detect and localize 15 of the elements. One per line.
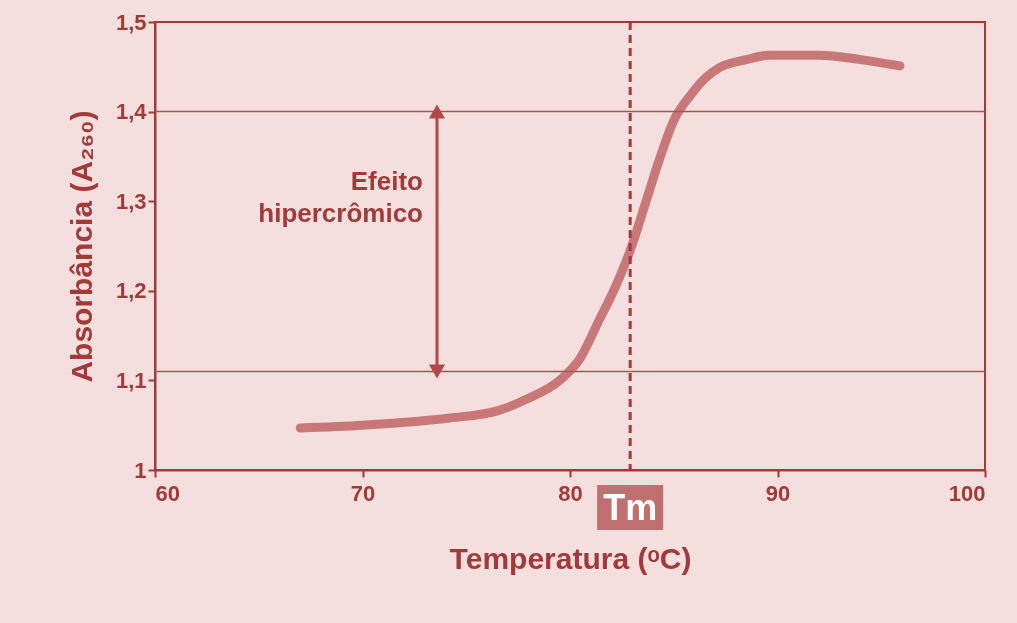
y-tick-label: 1: [134, 457, 147, 483]
x-tick-label: 80: [558, 480, 583, 506]
x-tick-label: 60: [155, 480, 180, 506]
x-axis-title: Temperatura (ᵒC): [449, 541, 692, 575]
ref-line-label: Tm: [603, 487, 658, 528]
annotation: Efeito hipercrômico: [258, 166, 423, 228]
y-tick-label: 1,3: [115, 188, 147, 214]
y-tick-label: 1,4: [115, 99, 148, 125]
x-tick-label: 100: [948, 480, 986, 506]
y-tick-label: 1,1: [115, 367, 147, 393]
y-tick-label: 1,5: [115, 9, 147, 35]
x-tick-label: 90: [765, 480, 791, 506]
x-tick-label: 70: [350, 480, 376, 506]
y-axis-title: Absorbância (A₂₆₀): [64, 110, 98, 383]
y-tick-label: 1,2: [115, 278, 147, 304]
